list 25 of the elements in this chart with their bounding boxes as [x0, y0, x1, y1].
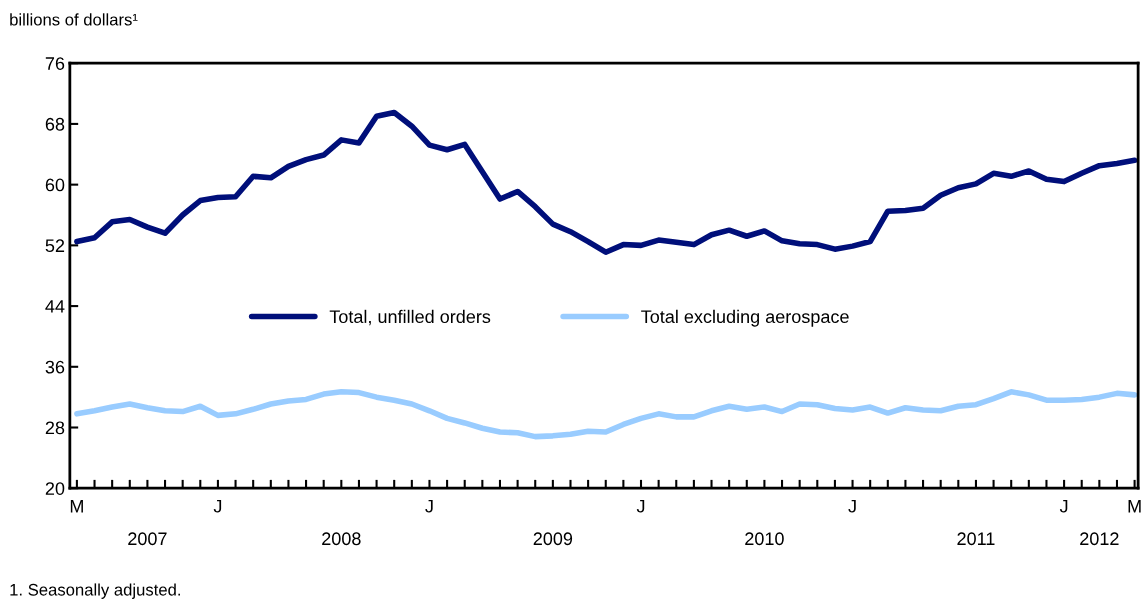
- x-tick-label: M: [70, 500, 83, 513]
- x-tick-label: J: [1059, 500, 1068, 513]
- x-tick-label: 2008: [322, 532, 361, 546]
- text: 1. Seasonally adjusted.: [10, 583, 180, 599]
- x-tick-label: J: [636, 500, 645, 513]
- y-tick-label: 60: [45, 178, 65, 192]
- x-tick-label: 2009: [533, 532, 573, 546]
- legend-label: Total, unfilled orders: [329, 309, 491, 326]
- y-tick-label: 68: [45, 117, 65, 131]
- x-tick-label: 2012: [1080, 532, 1119, 546]
- x-tick-label: M: [1128, 500, 1141, 513]
- x-tick-label: 2007: [128, 532, 167, 546]
- y-tick-label: 28: [45, 421, 65, 435]
- y-tick-label: 36: [45, 360, 65, 374]
- y-tick-label: 20: [45, 482, 65, 495]
- y-tick-label: 44: [45, 300, 65, 313]
- x-tick-label: 2010: [745, 532, 784, 546]
- legend-label: Total excluding aerospace: [641, 309, 849, 327]
- y-tick-label: 76: [45, 57, 65, 70]
- y-tick-label: 52: [45, 239, 65, 253]
- y-axis-title: billions of dollars¹: [10, 13, 138, 26]
- x-tick-label: J: [425, 500, 433, 513]
- x-tick-label: 2011: [957, 532, 995, 546]
- x-tick-label: J: [213, 500, 222, 513]
- x-tick-label: J: [848, 500, 856, 513]
